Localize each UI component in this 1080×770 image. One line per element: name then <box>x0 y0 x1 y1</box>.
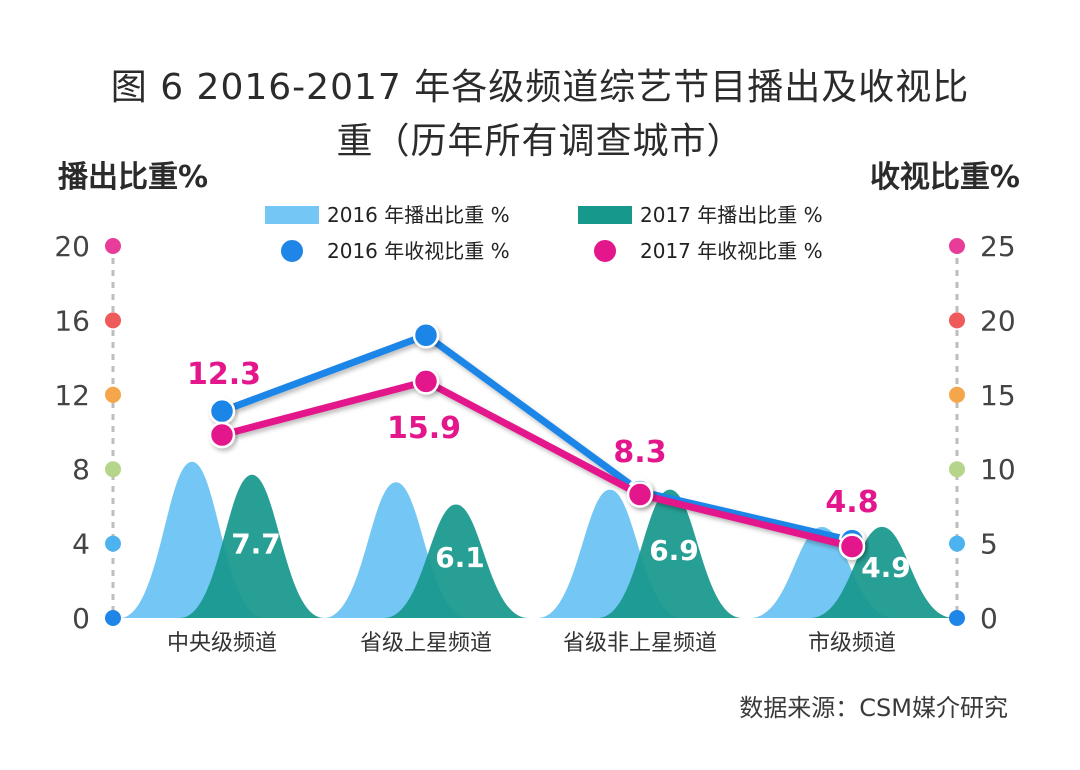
bar-2017 <box>180 474 324 618</box>
bar-value-label: 4.9 <box>861 551 911 584</box>
right-axis-dot <box>949 238 965 254</box>
line-2016-point <box>208 397 236 425</box>
right-axis-dot <box>949 386 965 403</box>
left-axis-dot <box>105 610 121 626</box>
line-value-label: 12.3 <box>187 357 261 392</box>
legend-label: 2016 年收视比重 % <box>327 239 510 263</box>
bar-value-label: 7.7 <box>231 528 281 561</box>
line-value-label: 4.8 <box>825 485 878 520</box>
left-axis-tick: 16 <box>54 304 90 337</box>
right-axis-tick: 5 <box>980 528 998 561</box>
right-axis-dot <box>949 610 965 626</box>
line-value-label: 15.9 <box>387 411 461 446</box>
left-axis-dot <box>105 535 121 552</box>
legend-label: 2017 年收视比重 % <box>640 239 823 263</box>
legend-marker <box>279 238 305 264</box>
chart-title-line1: 图 6 2016-2017 年各级频道综艺节目播出及收视比 <box>110 67 970 108</box>
legend-swatch <box>265 206 319 224</box>
left-axis-dot <box>105 386 121 403</box>
bar-value-label: 6.1 <box>435 541 485 574</box>
legend-label: 2017 年播出比重 % <box>640 203 823 227</box>
legend-marker <box>592 238 618 264</box>
category-label: 省级非上星频道 <box>563 631 717 656</box>
left-axis-dot <box>105 461 121 478</box>
legend-swatch <box>578 206 632 224</box>
left-axis-title: 播出比重% <box>58 160 209 195</box>
left-axis-tick: 4 <box>72 528 90 561</box>
right-axis-dot <box>949 312 965 329</box>
bar-2017 <box>598 489 742 618</box>
right-axis-title: 收视比重% <box>869 160 1020 195</box>
right-axis-tick: 20 <box>980 304 1016 337</box>
category-label: 省级上星频道 <box>360 631 492 656</box>
line-2016-point <box>412 322 440 349</box>
left-axis-tick: 20 <box>54 230 90 263</box>
right-axis-tick: 10 <box>980 453 1016 486</box>
line-2016-line <box>220 331 853 545</box>
bar-2017 <box>384 504 528 618</box>
left-axis-dot <box>105 312 121 329</box>
left-axis-tick: 0 <box>72 602 90 635</box>
chart-title-line2: 重（历年所有调查城市） <box>336 121 744 162</box>
line-value-label: 8.3 <box>613 435 666 470</box>
line-2017-point <box>208 421 236 449</box>
line-2017-point <box>626 481 654 508</box>
bar-2017 <box>810 526 954 618</box>
bar-value-label: 6.9 <box>649 534 699 567</box>
source-note: 数据来源：CSM媒介研究 <box>739 694 1008 722</box>
right-axis-tick: 25 <box>980 230 1016 263</box>
right-axis-dot <box>949 535 965 552</box>
line-2017-line <box>221 377 853 550</box>
right-axis-tick: 15 <box>980 379 1016 412</box>
legend-label: 2016 年播出比重 % <box>327 203 510 227</box>
left-axis-tick: 8 <box>72 453 90 486</box>
left-axis-tick: 12 <box>54 379 90 412</box>
category-label: 市级频道 <box>808 631 896 656</box>
right-axis-tick: 0 <box>980 602 998 635</box>
line-2017-point <box>412 368 440 395</box>
right-axis-dot <box>949 461 965 478</box>
line-2017-point <box>838 533 866 560</box>
category-label: 中央级频道 <box>167 631 277 656</box>
left-axis-dot <box>105 238 121 254</box>
